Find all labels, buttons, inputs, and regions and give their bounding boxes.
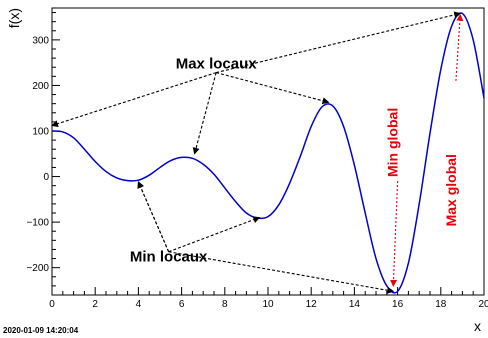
min-locaux-arrow — [168, 216, 261, 253]
function-curve — [51, 12, 485, 294]
min-locaux-arrow — [137, 181, 170, 252]
y-tick-label: −100 — [26, 218, 49, 229]
y-tick-label: 0 — [43, 172, 49, 183]
x-tick-label: 16 — [392, 299, 404, 310]
x-tick-label: 14 — [349, 299, 361, 310]
plot-frame — [51, 7, 485, 296]
min-global-label: Min global — [385, 108, 401, 177]
x-tick-label: 12 — [306, 299, 318, 310]
global-extremum-arrow — [455, 13, 464, 81]
x-tick-label: 20 — [478, 299, 488, 310]
timestamp: 2020-01-09 14:20:04 — [3, 326, 79, 335]
max-locaux-arrow — [216, 11, 462, 74]
x-tick-label: 8 — [222, 299, 228, 310]
y-tick-label: 300 — [32, 35, 49, 46]
y-tick-label: −200 — [26, 263, 49, 274]
max-locaux-arrow — [192, 72, 217, 155]
x-tick-label: 2 — [92, 299, 98, 310]
max-global-label: Max global — [443, 154, 459, 226]
y-axis-label: f(x) — [6, 8, 22, 28]
global-extremum-arrow — [390, 181, 399, 287]
max-locaux-arrow — [216, 72, 330, 105]
y-tick-label: 100 — [32, 127, 49, 138]
x-axis-label: x — [474, 318, 481, 334]
max-locaux-label: Max locaux — [176, 56, 258, 73]
x-tick-label: 4 — [136, 299, 142, 310]
x-tick-label: 6 — [179, 299, 185, 310]
max-locaux-arrow — [51, 72, 217, 128]
x-tick-label: 18 — [435, 299, 447, 310]
y-tick-label: 200 — [32, 81, 49, 92]
y-axis-ticks: −200 −100 0 100 200 300 — [26, 12, 60, 296]
x-axis-ticks: 0 2 4 6 8 10 12 14 16 18 20 — [49, 287, 488, 310]
x-tick-label: 10 — [262, 299, 274, 310]
min-locaux-label: Min locaux — [130, 249, 208, 266]
min-locaux-arrow — [168, 251, 395, 294]
annotation-arrows — [51, 11, 464, 294]
x-tick-label: 0 — [49, 299, 55, 310]
